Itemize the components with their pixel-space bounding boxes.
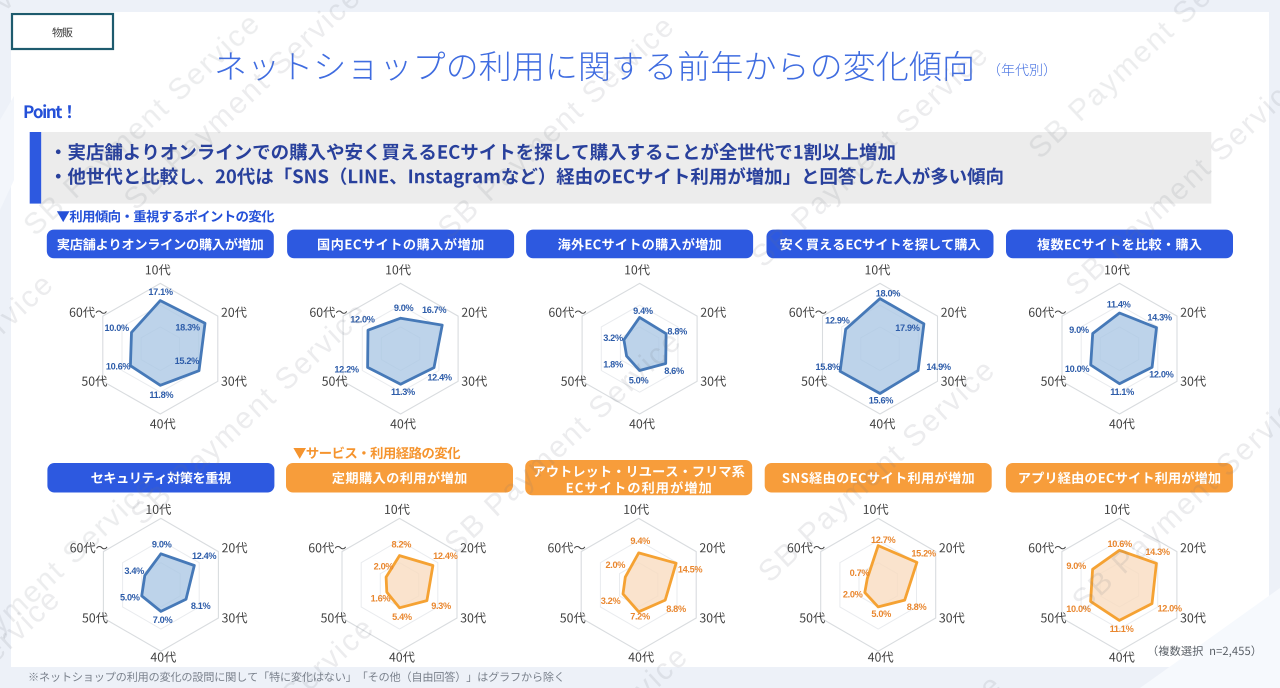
svg-text:12.0%: 12.0% <box>1157 604 1181 614</box>
svg-text:12.0%: 12.0% <box>1149 370 1173 380</box>
svg-text:9.4%: 9.4% <box>630 536 650 546</box>
svg-text:18.3%: 18.3% <box>175 323 199 333</box>
svg-text:2.0%: 2.0% <box>606 560 626 570</box>
svg-text:9.0%: 9.0% <box>1066 561 1086 571</box>
svg-text:8.2%: 8.2% <box>392 540 412 550</box>
svg-text:11.4%: 11.4% <box>1107 300 1131 310</box>
svg-text:18.0%: 18.0% <box>876 289 900 299</box>
svg-text:10.0%: 10.0% <box>1065 364 1089 374</box>
svg-text:7.0%: 7.0% <box>153 615 173 625</box>
svg-text:2.0%: 2.0% <box>374 561 394 571</box>
svg-text:9.4%: 9.4% <box>633 306 653 316</box>
svg-text:17.9%: 17.9% <box>895 323 919 333</box>
svg-text:11.1%: 11.1% <box>1110 624 1134 634</box>
svg-text:10.0%: 10.0% <box>1066 604 1090 614</box>
svg-text:14.9%: 14.9% <box>926 362 950 372</box>
svg-text:1.6%: 1.6% <box>371 593 391 603</box>
svg-text:12.4%: 12.4% <box>192 551 216 561</box>
svg-text:14.3%: 14.3% <box>1147 313 1171 323</box>
svg-text:11.1%: 11.1% <box>1110 387 1134 397</box>
svg-text:8.8%: 8.8% <box>666 604 686 614</box>
svg-text:8.1%: 8.1% <box>191 601 211 611</box>
svg-text:14.3%: 14.3% <box>1145 547 1169 557</box>
svg-text:10.6%: 10.6% <box>106 361 130 371</box>
svg-text:7.2%: 7.2% <box>630 612 650 622</box>
svg-text:12.4%: 12.4% <box>427 373 451 383</box>
svg-text:8.8%: 8.8% <box>907 602 927 612</box>
svg-text:11.3%: 11.3% <box>391 387 415 397</box>
svg-text:15.2%: 15.2% <box>911 548 935 558</box>
svg-text:5.0%: 5.0% <box>629 375 649 385</box>
svg-text:9.0%: 9.0% <box>152 540 172 550</box>
svg-text:15.6%: 15.6% <box>869 396 893 406</box>
svg-text:10.0%: 10.0% <box>105 323 129 333</box>
svg-text:12.7%: 12.7% <box>871 535 895 545</box>
svg-text:12.9%: 12.9% <box>825 316 849 326</box>
svg-text:9.0%: 9.0% <box>1069 325 1089 335</box>
svg-text:0.7%: 0.7% <box>850 568 870 578</box>
svg-text:9.3%: 9.3% <box>431 601 451 611</box>
svg-text:12.0%: 12.0% <box>350 314 374 324</box>
svg-text:5.0%: 5.0% <box>871 609 891 619</box>
svg-text:5.0%: 5.0% <box>120 593 140 603</box>
svg-text:16.7%: 16.7% <box>422 305 446 315</box>
svg-text:10.6%: 10.6% <box>1108 539 1132 549</box>
svg-text:15.2%: 15.2% <box>175 356 199 366</box>
svg-text:3.2%: 3.2% <box>603 333 623 343</box>
svg-text:3.4%: 3.4% <box>124 566 144 576</box>
svg-text:8.8%: 8.8% <box>667 327 687 337</box>
svg-text:2.0%: 2.0% <box>843 590 863 600</box>
svg-text:12.4%: 12.4% <box>433 551 457 561</box>
svg-text:5.4%: 5.4% <box>392 612 412 622</box>
svg-text:17.1%: 17.1% <box>148 287 172 297</box>
svg-text:12.2%: 12.2% <box>334 364 358 374</box>
svg-text:15.8%: 15.8% <box>816 362 840 372</box>
svg-text:11.8%: 11.8% <box>149 390 173 400</box>
svg-text:14.5%: 14.5% <box>678 564 702 574</box>
svg-text:8.6%: 8.6% <box>664 366 684 376</box>
svg-text:9.0%: 9.0% <box>394 303 414 313</box>
svg-text:3.2%: 3.2% <box>601 596 621 606</box>
svg-text:1.8%: 1.8% <box>603 359 623 369</box>
